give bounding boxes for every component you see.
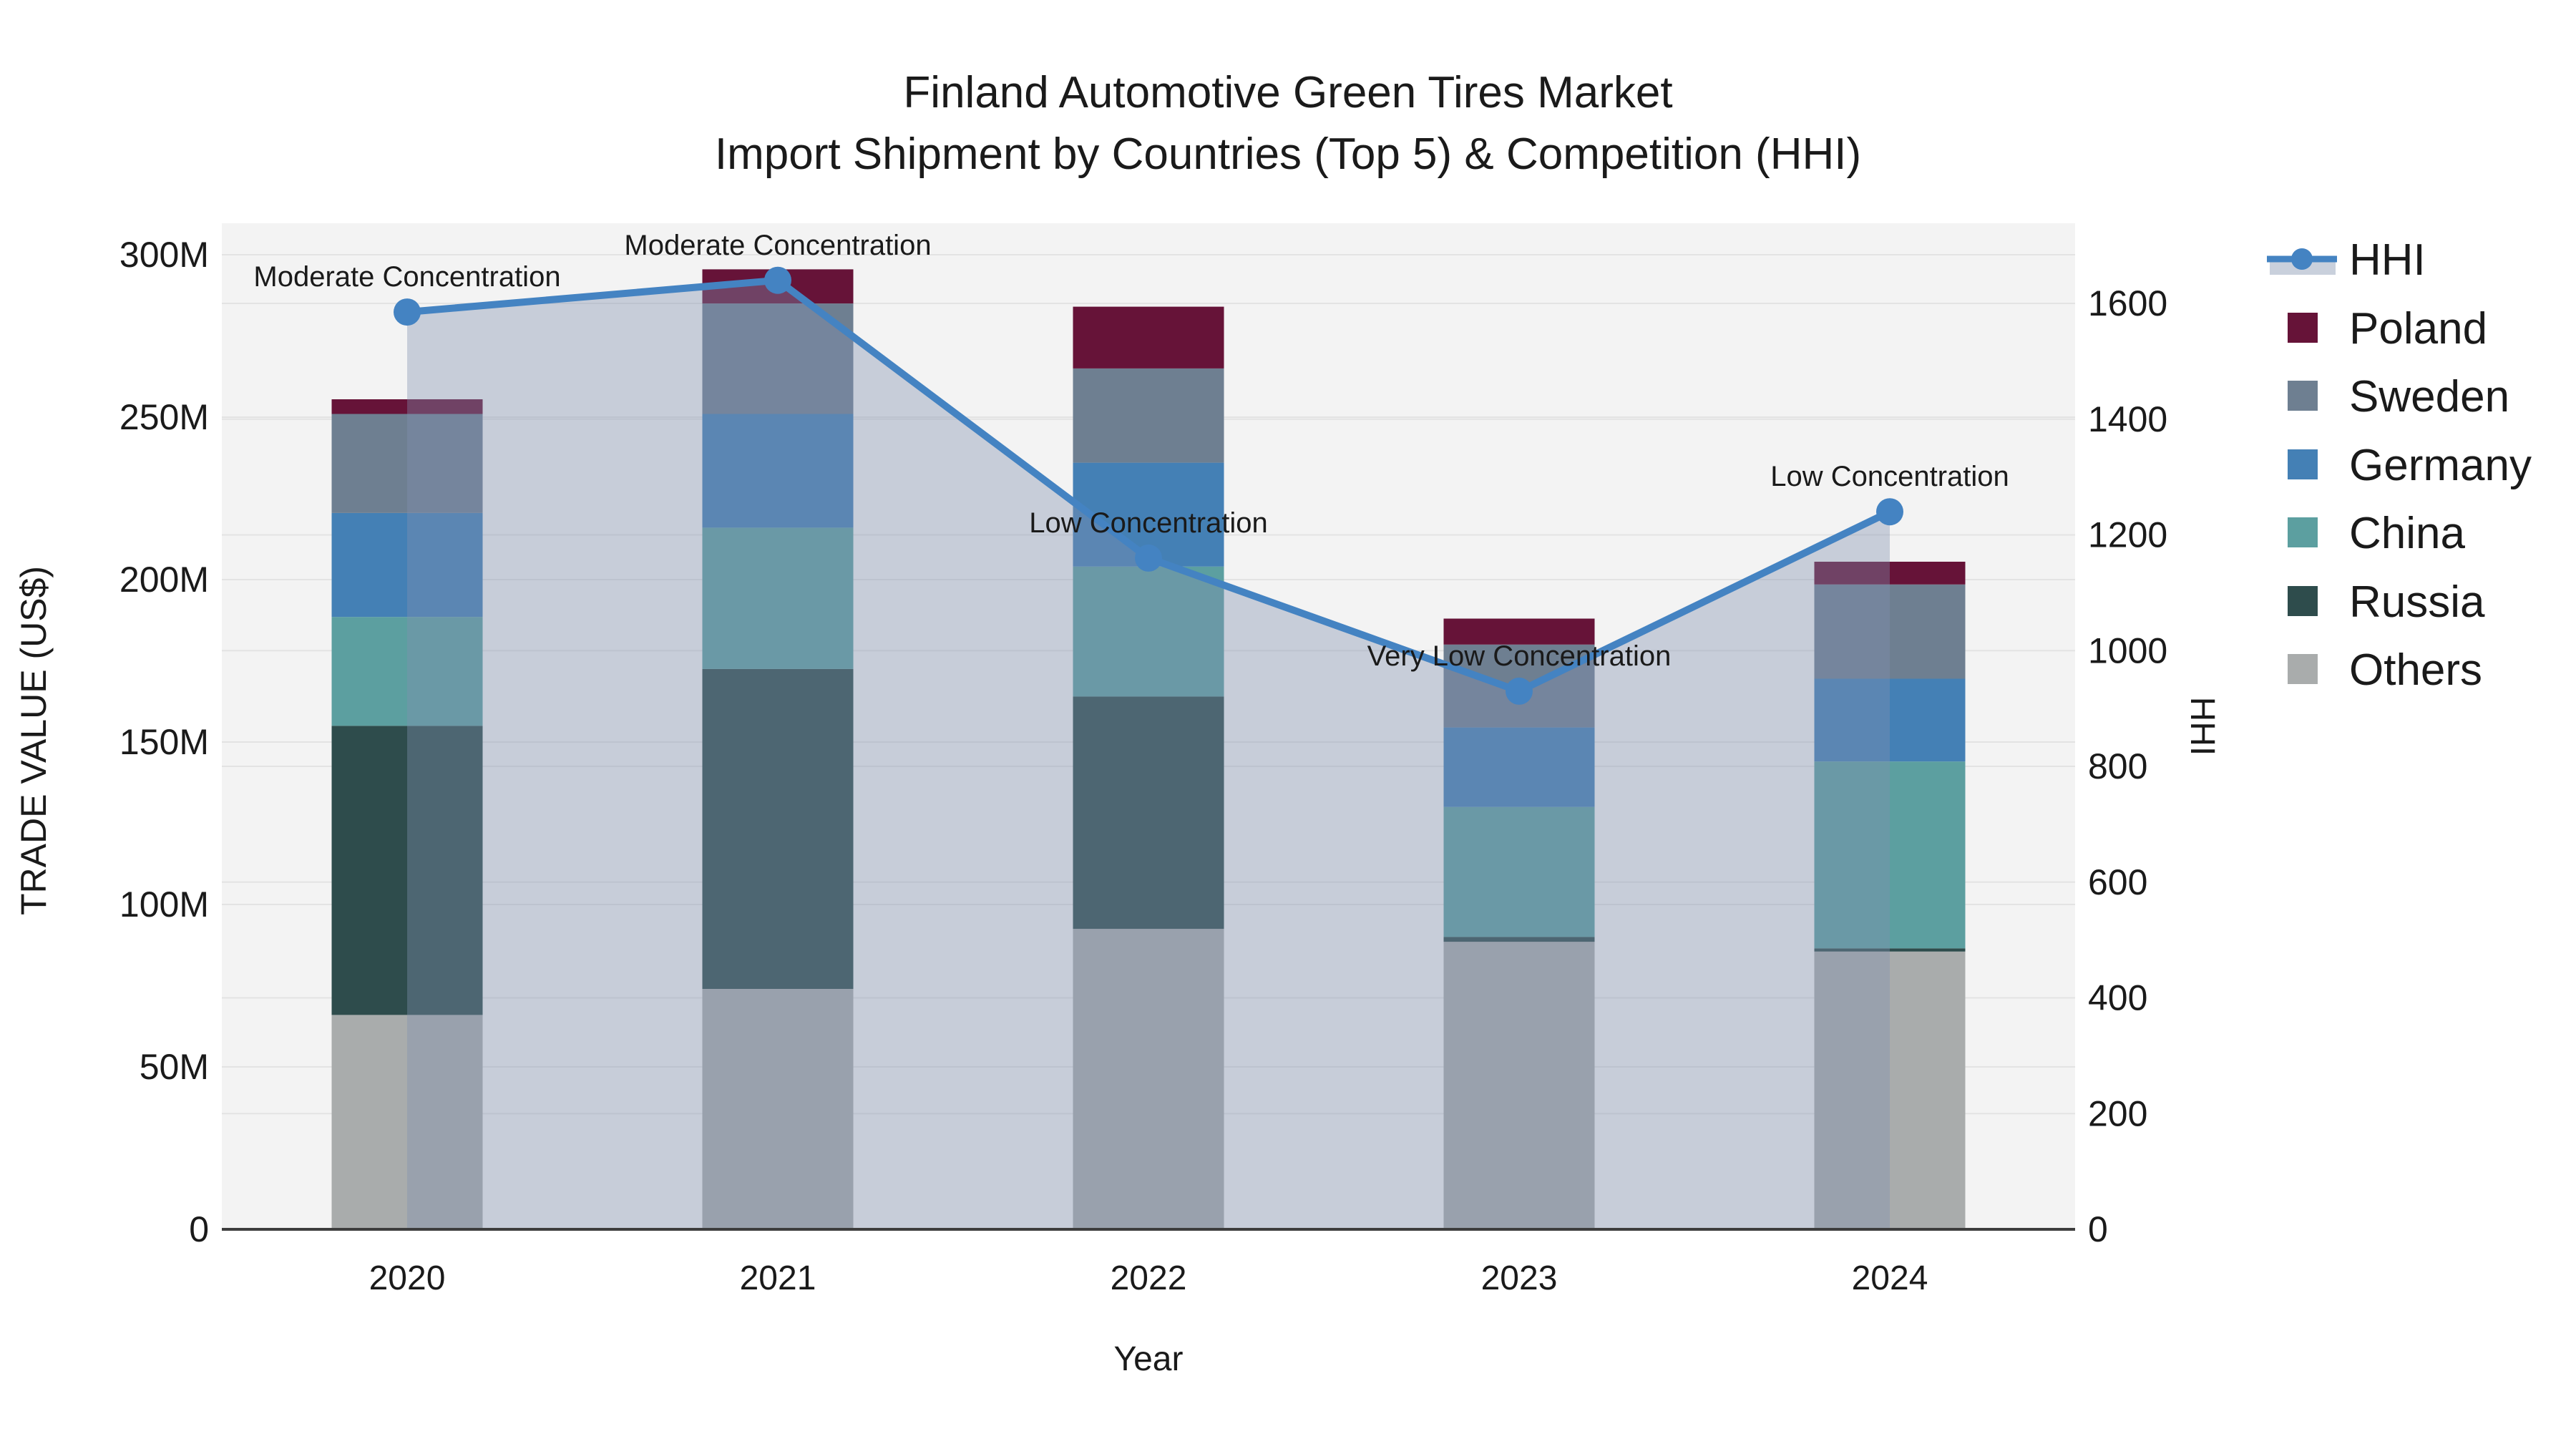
bar-segment-germany-2020[interactable] — [331, 512, 483, 618]
bar-segment-germany-2024[interactable] — [1814, 678, 1966, 762]
y-left-tick-label: 150M — [119, 722, 209, 762]
bar-segment-russia-2022[interactable] — [1073, 696, 1224, 930]
bar-segment-germany-2023[interactable] — [1443, 727, 1595, 807]
legend-swatch-russia — [2288, 586, 2318, 616]
bar-segment-russia-2023[interactable] — [1443, 937, 1595, 942]
legend-item-russia[interactable]: Russia — [2288, 577, 2485, 627]
legend-item-others[interactable]: Others — [2288, 645, 2482, 695]
bar-segment-sweden-2024[interactable] — [1814, 584, 1966, 679]
y-right-tick-label: 400 — [2088, 978, 2147, 1018]
hhi-marker-2024[interactable] — [1876, 498, 1903, 526]
bar-segment-china-2023[interactable] — [1443, 806, 1595, 937]
y-right-axis-title: HHI — [2183, 697, 2221, 756]
bar-segment-poland-2020[interactable] — [331, 399, 483, 414]
y-right-tick-label: 800 — [2088, 746, 2147, 786]
chart-subtitle: Import Shipment by Countries (Top 5) & C… — [715, 130, 1861, 179]
y-left-tick-label: 300M — [119, 235, 209, 275]
annotation-2020: Moderate Concentration — [253, 261, 560, 293]
x-tick-label-2024: 2024 — [1852, 1259, 1928, 1297]
legend-item-sweden[interactable]: Sweden — [2288, 372, 2509, 421]
y-right-tick-label: 1400 — [2088, 399, 2167, 439]
y-left-tick-label: 100M — [119, 884, 209, 924]
bar-segment-russia-2024[interactable] — [1814, 948, 1966, 952]
hhi-marker-2021[interactable] — [764, 266, 791, 294]
x-tick-label-2022: 2022 — [1111, 1259, 1187, 1297]
bar-segment-russia-2021[interactable] — [702, 668, 854, 989]
bar-segment-others-2022[interactable] — [1073, 929, 1224, 1229]
y-right-tick-label: 1000 — [2088, 630, 2167, 670]
legend-swatch-others — [2288, 654, 2318, 684]
x-tick-label-2020: 2020 — [369, 1259, 446, 1297]
hhi-marker-2023[interactable] — [1506, 677, 1533, 705]
bar-segment-others-2021[interactable] — [702, 989, 854, 1229]
legend-label-germany: Germany — [2349, 441, 2532, 490]
legend-label-poland: Poland — [2349, 304, 2487, 353]
bar-segment-china-2021[interactable] — [702, 527, 854, 669]
hhi-marker-swatch — [2291, 248, 2313, 270]
chart-title: Finland Automotive Green Tires Market — [903, 68, 1672, 117]
bar-segment-others-2023[interactable] — [1443, 942, 1595, 1229]
y-left-axis-title: TRADE VALUE (US$) — [14, 566, 54, 915]
y-right-tick-label: 1600 — [2088, 283, 2167, 323]
y-left-tick-label: 200M — [119, 560, 209, 600]
bar-segment-china-2022[interactable] — [1073, 566, 1224, 697]
bar-segment-others-2020[interactable] — [331, 1015, 483, 1229]
y-right-tick-label: 200 — [2088, 1093, 2147, 1133]
hhi-area-fill — [407, 280, 1890, 1230]
bar-segment-poland-2023[interactable] — [1443, 618, 1595, 645]
hhi-marker-2022[interactable] — [1135, 544, 1162, 572]
legend-item-hhi[interactable]: HHI — [2267, 235, 2426, 285]
x-axis-title: Year — [1114, 1340, 1184, 1378]
legend-label-hhi: HHI — [2349, 235, 2426, 285]
y-left-tick-label: 0 — [189, 1209, 209, 1249]
bar-segment-russia-2020[interactable] — [331, 726, 483, 1015]
bar-segment-china-2024[interactable] — [1814, 761, 1966, 949]
legend-label-china: China — [2349, 509, 2466, 558]
bar-segment-poland-2024[interactable] — [1814, 562, 1966, 585]
y-left-tick-label: 250M — [119, 397, 209, 437]
y-left-tick-label: 50M — [140, 1047, 209, 1087]
legend-swatch-poland — [2288, 313, 2318, 343]
legend-label-others: Others — [2349, 645, 2482, 695]
legend-item-china[interactable]: China — [2288, 509, 2466, 558]
bar-segment-china-2020[interactable] — [331, 617, 483, 726]
bar-segment-germany-2021[interactable] — [702, 414, 854, 528]
bar-segment-sweden-2020[interactable] — [331, 414, 483, 513]
hhi-marker-2020[interactable] — [394, 298, 421, 326]
legend-swatch-sweden — [2288, 381, 2318, 411]
x-tick-label-2023: 2023 — [1481, 1259, 1558, 1297]
legend-label-russia: Russia — [2349, 577, 2485, 627]
annotation-2023: Very Low Concentration — [1367, 640, 1672, 672]
bar-segment-sweden-2022[interactable] — [1073, 368, 1224, 463]
y-right-tick-label: 600 — [2088, 862, 2147, 902]
annotation-2022: Low Concentration — [1029, 507, 1268, 539]
legend-swatch-germany — [2288, 449, 2318, 479]
annotation-2021: Moderate Concentration — [624, 230, 931, 261]
legend-item-poland[interactable]: Poland — [2288, 304, 2487, 353]
y-right-tick-label: 0 — [2088, 1209, 2108, 1249]
legend-item-germany[interactable]: Germany — [2288, 441, 2532, 490]
bar-segment-poland-2022[interactable] — [1073, 306, 1224, 369]
legend-swatch-china — [2288, 517, 2318, 547]
legend-label-sweden: Sweden — [2349, 372, 2509, 421]
y-right-tick-label: 1200 — [2088, 515, 2167, 555]
x-tick-label-2021: 2021 — [740, 1259, 816, 1297]
bar-segment-others-2024[interactable] — [1814, 951, 1966, 1229]
annotation-2024: Low Concentration — [1770, 461, 2009, 492]
